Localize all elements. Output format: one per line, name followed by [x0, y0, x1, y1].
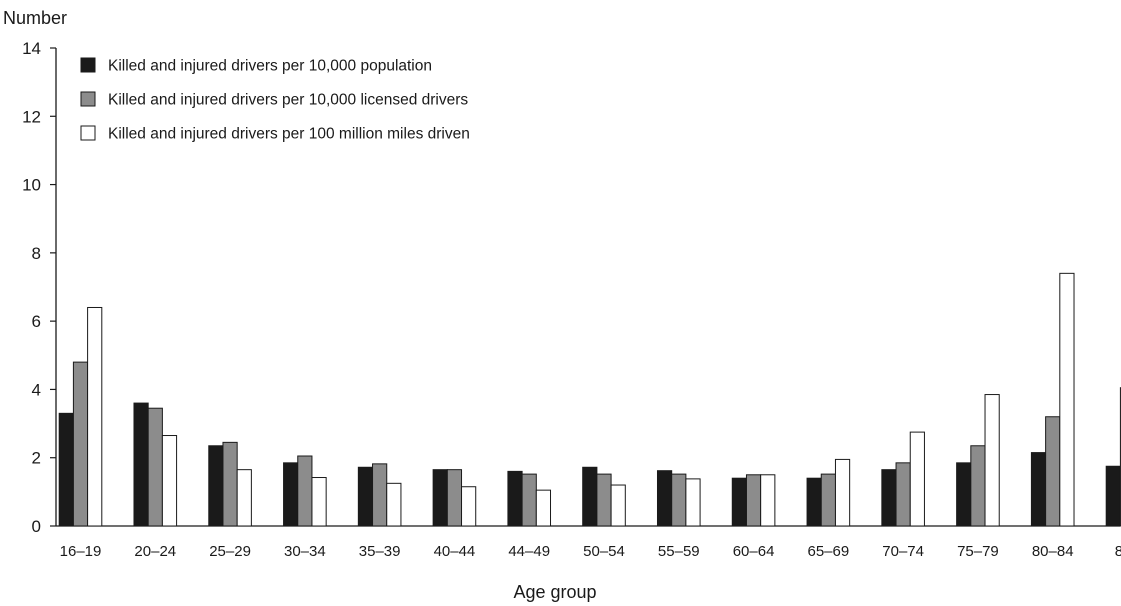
bar-series-3-35–39 — [386, 482, 402, 527]
bar-series-3-80–84 — [1059, 272, 1075, 527]
bar-series-1-35–39 — [357, 466, 374, 527]
legend-label: Killed and injured drivers per 10,000 po… — [108, 58, 432, 75]
legend-swatch — [80, 57, 96, 73]
bar-series-3-44–49 — [535, 489, 552, 527]
legend-label: Killed and injured drivers per 100 milli… — [108, 126, 470, 143]
bar-series-3-75–79 — [984, 394, 1000, 527]
bar-series-1-80–84 — [1030, 452, 1047, 527]
bar-series-2-30–34 — [297, 455, 313, 527]
bar-series-1-65–69 — [806, 477, 822, 527]
x-tick-label: 50–54 — [583, 543, 625, 560]
bar-series-3-30–34 — [311, 477, 327, 527]
bar-series-2-80–84 — [1045, 416, 1061, 527]
x-tick-label: 25–29 — [209, 543, 251, 560]
bar-series-2-35–39 — [372, 463, 388, 527]
x-tick-label: 44–49 — [508, 543, 550, 560]
bars — [58, 272, 1121, 527]
bar-series-3-16–19 — [87, 306, 103, 527]
bar-series-1-40–44 — [432, 469, 448, 527]
y-tick-label: 10 — [22, 176, 41, 195]
y-tick-label: 4 — [32, 380, 41, 399]
bar-series-1-55–59 — [656, 470, 673, 527]
bar-series-1-75–79 — [956, 462, 972, 527]
legend-swatch — [80, 125, 96, 141]
bar-series-3-60–64 — [760, 474, 776, 527]
bar-series-1-60–64 — [731, 477, 747, 527]
bar-series-2-40–44 — [446, 469, 463, 527]
y-tick-label: 14 — [22, 39, 41, 58]
bar-series-2-44–49 — [521, 473, 537, 527]
x-tick-label: 60–64 — [733, 543, 775, 560]
x-tick-label: 16–19 — [60, 543, 102, 560]
bar-series-1-85+ — [1105, 465, 1121, 527]
y-tick-label: 0 — [32, 517, 41, 536]
x-tick-label: 40–44 — [434, 543, 476, 560]
x-tick-label: 20–24 — [134, 543, 176, 560]
x-tick-label: 70–74 — [882, 543, 924, 560]
bar-series-3-50–54 — [610, 484, 626, 527]
bar-series-3-65–69 — [834, 458, 851, 527]
x-tick-label: 65–69 — [807, 543, 849, 560]
x-tick-label: 35–39 — [359, 543, 401, 560]
bar-series-1-44–49 — [507, 470, 523, 527]
bar-series-1-16–19 — [58, 412, 74, 527]
bar-series-3-20–24 — [161, 435, 178, 527]
legend-label: Killed and injured drivers per 10,000 li… — [108, 92, 468, 109]
bar-series-2-65–69 — [820, 473, 836, 527]
y-axis-label: Number — [3, 8, 67, 28]
y-tick-label: 2 — [32, 449, 41, 468]
bar-series-1-30–34 — [283, 462, 299, 527]
x-tick-label: 85+ — [1115, 543, 1121, 560]
bar-series-3-55–59 — [685, 478, 701, 527]
bar-series-3-70–74 — [909, 431, 925, 527]
bar-series-2-70–74 — [895, 462, 911, 527]
x-ticks: 16–19 20–24 25–29 30–34 35–39 40–44 44–49 50–54… — [60, 543, 1121, 560]
x-tick-label: 30–34 — [284, 543, 326, 560]
y-tick-label: 12 — [22, 107, 41, 126]
y-ticks: 0 2 4 6 8 10 12 14 — [22, 39, 56, 536]
x-axis-label: Age group — [513, 582, 596, 602]
bar-series-2-60–64 — [745, 474, 762, 527]
legend: Killed and injured drivers per 10,000 po… — [80, 57, 470, 143]
bar-series-2-20–24 — [147, 407, 163, 527]
bar-series-1-25–29 — [208, 445, 224, 527]
y-tick-label: 6 — [32, 312, 41, 331]
x-tick-label: 80–84 — [1032, 543, 1074, 560]
x-tick-label: 55–59 — [658, 543, 700, 560]
bar-series-3-40–44 — [461, 486, 477, 527]
bar-series-1-70–74 — [881, 469, 897, 527]
y-tick-label: 8 — [32, 244, 41, 263]
bar-series-1-50–54 — [582, 466, 598, 527]
bar-series-2-25–29 — [222, 441, 238, 527]
bar-series-2-16–19 — [72, 361, 89, 527]
x-tick-label: 75–79 — [957, 543, 999, 560]
bar-series-2-55–59 — [671, 473, 687, 527]
bar-series-2-75–79 — [970, 445, 986, 527]
bar-series-3-25–29 — [236, 469, 252, 527]
legend-swatch — [80, 91, 96, 107]
bar-series-2-50–54 — [596, 473, 612, 527]
bar-series-1-20–24 — [133, 402, 149, 527]
